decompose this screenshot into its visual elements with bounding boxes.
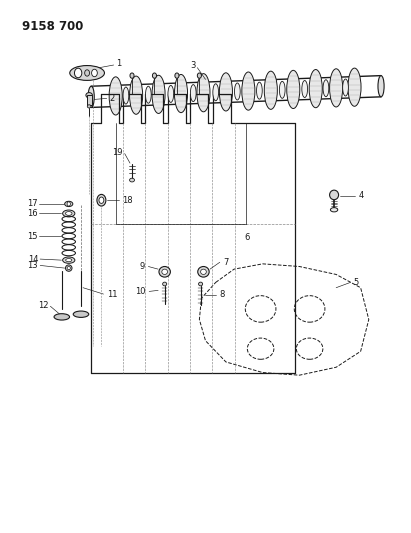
Ellipse shape [67,266,70,270]
Ellipse shape [219,73,233,111]
Circle shape [152,73,157,78]
Ellipse shape [235,83,240,100]
Circle shape [175,73,179,78]
Text: 14: 14 [28,255,38,264]
Text: 11: 11 [107,289,117,298]
Ellipse shape [97,195,106,206]
Ellipse shape [73,311,89,317]
Ellipse shape [62,210,75,217]
Ellipse shape [302,80,307,98]
Text: 2: 2 [110,94,115,103]
Ellipse shape [201,269,206,274]
Text: 7: 7 [223,258,229,266]
Ellipse shape [162,269,168,274]
Ellipse shape [152,75,165,114]
Text: 18: 18 [122,196,132,205]
Circle shape [67,202,70,206]
Text: 6: 6 [244,233,249,242]
Ellipse shape [159,266,171,277]
Ellipse shape [330,190,339,200]
Ellipse shape [65,265,72,271]
Text: 9: 9 [140,262,145,271]
Ellipse shape [287,70,300,109]
Text: 5: 5 [353,278,358,287]
Ellipse shape [279,82,285,98]
Ellipse shape [129,178,134,182]
Ellipse shape [378,76,384,97]
Circle shape [92,69,97,77]
Circle shape [85,70,90,76]
Ellipse shape [264,71,277,109]
Ellipse shape [65,212,72,215]
Ellipse shape [65,201,73,207]
Ellipse shape [88,86,94,108]
Ellipse shape [163,282,167,286]
Ellipse shape [323,80,329,96]
Ellipse shape [198,266,209,277]
Text: 13: 13 [28,261,38,270]
Ellipse shape [197,74,210,112]
Text: 8: 8 [219,290,225,299]
Text: 12: 12 [38,301,48,310]
Bar [87,95,92,105]
Text: 4: 4 [358,191,364,200]
Ellipse shape [86,93,92,98]
Ellipse shape [330,69,343,107]
Ellipse shape [309,69,322,108]
Ellipse shape [242,72,255,110]
Ellipse shape [54,314,69,320]
Ellipse shape [343,79,349,96]
Ellipse shape [145,86,151,103]
Circle shape [74,68,82,78]
Circle shape [197,73,201,78]
Text: 17: 17 [27,199,37,208]
Text: 19: 19 [112,148,122,157]
Ellipse shape [87,105,91,108]
Ellipse shape [70,66,104,80]
Text: 9158 700: 9158 700 [22,20,83,33]
Text: 15: 15 [27,231,37,240]
Ellipse shape [109,77,122,115]
Circle shape [130,73,134,78]
Ellipse shape [129,76,143,114]
Ellipse shape [175,75,187,112]
Ellipse shape [123,87,129,104]
Ellipse shape [256,82,262,99]
Ellipse shape [66,259,72,262]
Text: 3: 3 [190,61,195,70]
Ellipse shape [348,68,361,106]
Ellipse shape [62,257,75,263]
Text: 16: 16 [27,209,37,218]
Text: 10: 10 [135,287,146,296]
Ellipse shape [190,85,196,102]
Ellipse shape [213,84,219,101]
Text: 1: 1 [116,60,122,68]
Circle shape [99,197,104,204]
Ellipse shape [330,208,338,212]
Ellipse shape [168,85,174,102]
Ellipse shape [199,282,203,286]
